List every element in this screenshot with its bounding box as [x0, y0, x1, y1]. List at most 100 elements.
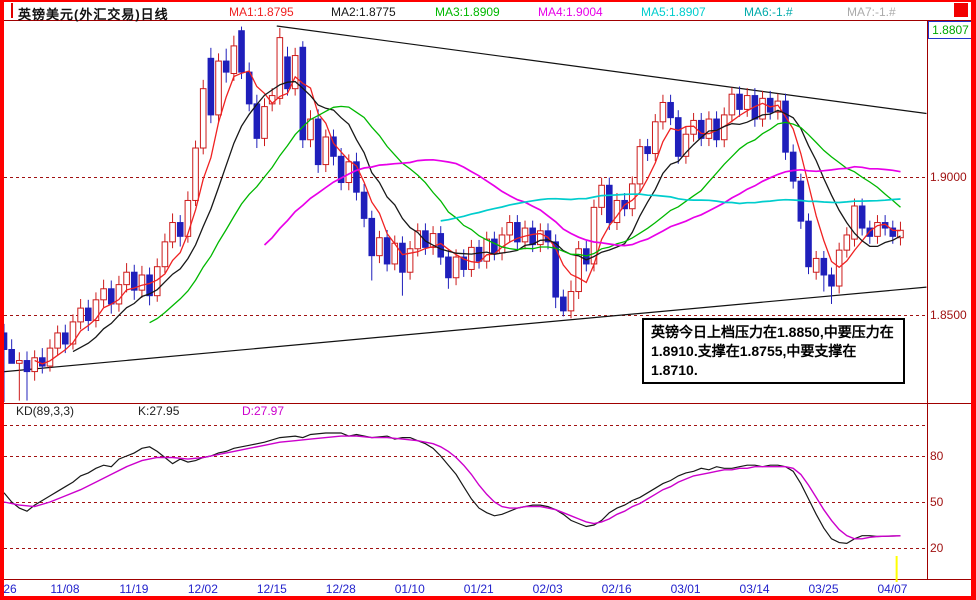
candle-body	[805, 220, 812, 268]
window-border-top	[0, 0, 976, 2]
titlebar-accent-mark	[11, 3, 13, 18]
window-border-left	[0, 0, 4, 600]
candle-body	[468, 246, 475, 270]
ma-legend-6: MA6:-1.#	[744, 5, 793, 19]
candle-body	[100, 288, 107, 301]
candle-body	[23, 360, 31, 373]
candle-body	[138, 274, 146, 291]
candle-body	[651, 121, 659, 155]
candle-body	[506, 222, 513, 236]
candle-body	[552, 241, 559, 298]
candle-body	[92, 299, 100, 322]
candle-body	[31, 357, 38, 373]
kd-indicator-label[interactable]: KD(89,3,3)	[16, 404, 75, 418]
candle-body	[697, 119, 705, 139]
candle-body	[261, 106, 268, 139]
candle-body	[61, 332, 69, 345]
candle-body	[628, 183, 636, 210]
candle-body	[353, 161, 360, 193]
chart-title: 英镑美元(外汇交易)日线	[18, 7, 169, 22]
candle-body	[130, 271, 138, 291]
candle-body	[491, 238, 498, 254]
x-axis-labels: /26 11/08 11/19 12/02 12/15 12/28 01/10 01/21 02…	[0, 582, 976, 596]
candle-body	[743, 95, 751, 110]
candle-body	[284, 56, 291, 90]
candle-body	[368, 217, 376, 257]
candle-body	[774, 100, 782, 113]
candle-body	[77, 307, 84, 323]
candle-body	[123, 271, 130, 286]
annotation-box[interactable]: 英镑今日上档压力在1.8850,中要压力在1.8910.支撑在1.8755,中要…	[642, 318, 905, 384]
candle-body	[690, 119, 697, 135]
candle-body	[812, 257, 820, 273]
candle-body	[245, 71, 253, 105]
candle-body	[253, 103, 261, 139]
x-axis-label-03-14: 03/14	[739, 582, 770, 596]
x-axis-label-11-08: 11/08	[50, 582, 80, 596]
x-axis-label-02-16: 02/16	[601, 582, 632, 596]
candle-body	[46, 347, 54, 367]
price-label-1.9000: 1.9000	[930, 170, 967, 184]
candle-body	[16, 360, 23, 364]
titlebar-corner-button[interactable]	[954, 3, 968, 17]
x-axis-label-11-19: 11/19	[119, 582, 149, 596]
candle-body	[636, 146, 644, 185]
x-axis-label-01-10: 01/10	[394, 582, 425, 596]
candle-body	[498, 234, 506, 254]
candle-body	[192, 147, 199, 201]
last-price-value: 1.8807	[932, 23, 969, 37]
candle-body	[199, 88, 207, 149]
candle-body	[146, 274, 153, 297]
candle-body	[605, 184, 613, 224]
candle-body	[866, 227, 874, 237]
candle-body	[169, 222, 176, 243]
candle-body	[560, 296, 567, 312]
window-border-bottom	[0, 596, 976, 600]
candle-body	[567, 291, 575, 312]
ma-legend-3: MA3:1.8909	[435, 5, 500, 19]
candle-body	[828, 274, 835, 287]
candle-body	[483, 238, 491, 262]
candle-body	[858, 205, 866, 229]
ma3-line	[149, 105, 901, 324]
candle-body	[39, 357, 46, 367]
window-border-right	[971, 0, 976, 600]
candle-body	[736, 93, 743, 110]
candle-body	[705, 118, 713, 139]
kd-d-value: D:27.97	[242, 404, 285, 418]
candle-body	[399, 242, 406, 273]
kd-indicator-header: KD(89,3,3) K:27.95 D:27.97	[0, 404, 900, 419]
candle-body	[667, 101, 674, 119]
kd-d-line	[3, 435, 901, 540]
candle-body	[322, 136, 330, 166]
candle-body	[383, 237, 391, 265]
candle-body	[360, 191, 368, 219]
candle-body	[728, 93, 736, 116]
x-axis-label-12-15: 12/15	[256, 582, 287, 596]
price-label-1.8500: 1.8500	[930, 308, 967, 322]
candle-body	[291, 55, 299, 90]
ma-legend-7: MA7:-1.#	[847, 5, 896, 19]
x-axis-label--26: /26	[0, 582, 17, 596]
candle-body	[843, 234, 851, 251]
candle-body	[529, 227, 536, 246]
candle-body	[782, 100, 789, 153]
candle-body	[851, 205, 858, 240]
candle-body	[238, 30, 245, 73]
candle-body	[874, 222, 881, 237]
candle-body	[207, 57, 215, 116]
candle-body	[54, 332, 61, 349]
candle-body	[445, 256, 452, 279]
candle-body	[8, 349, 15, 364]
candle-body	[889, 227, 897, 237]
candle-body	[222, 60, 230, 73]
candle-body	[276, 37, 284, 99]
x-axis-label-12-02: 12/02	[187, 582, 218, 596]
candle-body	[475, 246, 483, 262]
candle-body	[820, 257, 828, 276]
kd-k-line	[3, 432, 901, 545]
candle-body	[644, 146, 651, 155]
kd-scale-label-20: 20	[930, 541, 944, 555]
